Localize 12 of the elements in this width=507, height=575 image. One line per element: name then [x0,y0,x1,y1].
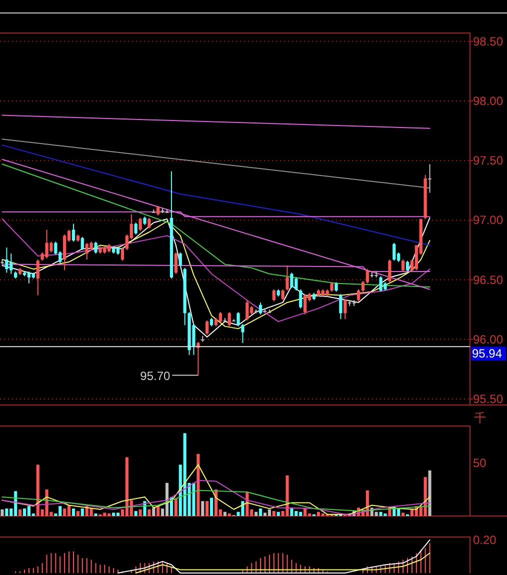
ref-line-label: 95.94 [472,346,502,361]
y-tick-label: 97.50 [473,154,504,168]
y-tick-label: 95.50 [473,392,504,406]
y-axis-title: 千 [474,411,486,425]
y-tick-label: 98.00 [473,94,504,108]
y-tick-label: 96.00 [473,332,504,346]
annotation: 95.70 [140,369,171,384]
text: 50 [473,456,487,470]
text: 0.20 [473,533,497,547]
y-tick-label: 96.50 [473,272,504,287]
y-tick-label: 97.00 [473,213,504,228]
y-tick-label: 98.50 [473,34,504,48]
